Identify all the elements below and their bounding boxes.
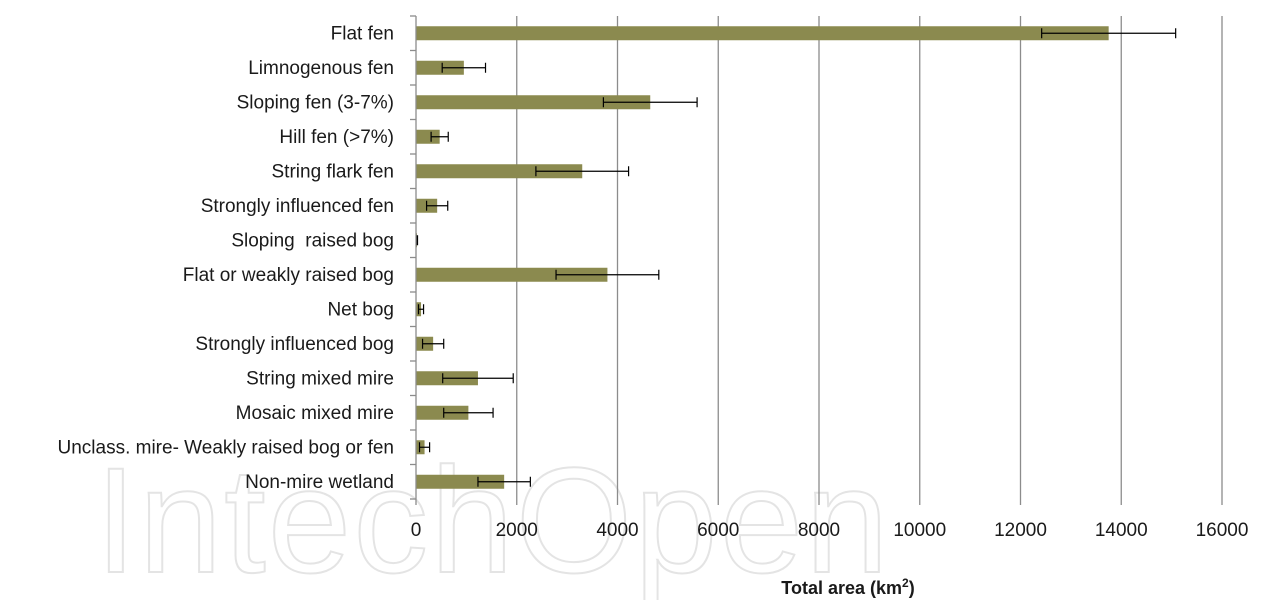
x-tick-labels: 0 2000 4000 6000 8000 10000 12000 14000 16000 <box>411 520 1249 541</box>
category-label: Strongly influenced fen <box>201 196 394 217</box>
category-label: Non-mire wetland <box>245 472 394 493</box>
bar <box>416 26 1109 41</box>
category-label: String mixed mire <box>246 368 394 389</box>
bar <box>416 129 440 144</box>
watermark-logo: IntechOpen <box>95 436 891 600</box>
x-axis-title: Total area (km2) <box>781 576 914 598</box>
x-tick-label: 16000 <box>1196 520 1249 541</box>
bars <box>416 26 1109 489</box>
x-tick-label: 6000 <box>697 520 739 541</box>
category-label: Limnogenous fen <box>248 58 394 79</box>
bar <box>416 60 464 75</box>
error-bars <box>415 28 1177 487</box>
x-tick-label: 4000 <box>596 520 638 541</box>
category-label: Hill fen (>7%) <box>279 127 394 148</box>
x-tick-label: 2000 <box>496 520 538 541</box>
category-label: Sloping fen (3-7%) <box>237 92 394 113</box>
category-label: Net bog <box>327 299 394 320</box>
x-tick-label: 0 <box>411 520 422 541</box>
category-label: Unclass. mire- Weakly raised bog or fen <box>58 437 395 458</box>
category-label: Mosaic mixed mire <box>236 403 394 424</box>
x-tick-label: 8000 <box>798 520 840 541</box>
bar <box>416 405 469 420</box>
category-label: Sloping raised bog <box>231 230 394 251</box>
category-label: Flat fen <box>331 23 394 44</box>
category-label: String flark fen <box>272 161 395 182</box>
bar <box>416 95 651 110</box>
gridlines <box>516 16 1223 499</box>
bar <box>416 267 608 282</box>
category-label: Flat or weakly raised bog <box>183 265 394 286</box>
category-labels: Flat fen Limnogenous fen Sloping fen (3-7%… <box>58 23 395 493</box>
bar <box>416 474 505 489</box>
x-tick-label: 14000 <box>1095 520 1148 541</box>
category-label: Strongly influenced bog <box>195 334 394 355</box>
x-tick-label: 10000 <box>893 520 946 541</box>
axes <box>410 15 1223 505</box>
bar <box>416 164 583 179</box>
x-tick-label: 12000 <box>994 520 1047 541</box>
